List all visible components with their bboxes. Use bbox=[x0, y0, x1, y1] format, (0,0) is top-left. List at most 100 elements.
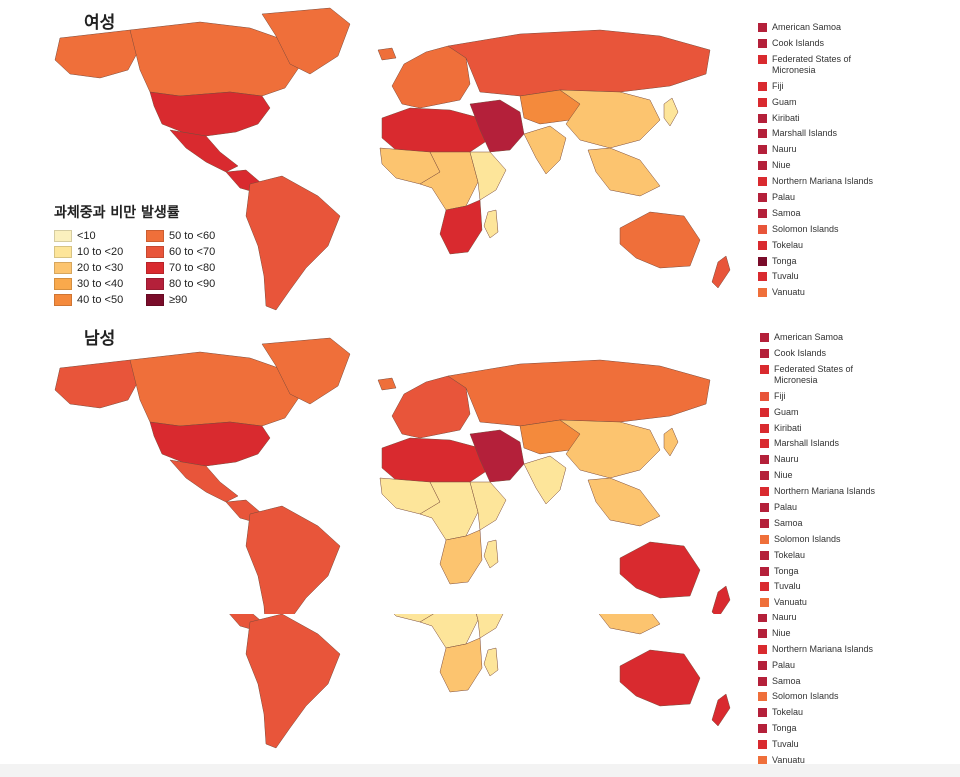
island-item: Vanuatu bbox=[760, 597, 875, 613]
region-north-america bbox=[129, 21, 301, 97]
island-name: American Samoa bbox=[774, 332, 844, 342]
legend-item: 80 to <90 bbox=[146, 276, 238, 292]
island-name: Vanuatu bbox=[772, 287, 805, 298]
region-alaska bbox=[54, 29, 141, 79]
island-item: Samoa bbox=[758, 208, 873, 224]
island-item: Tonga bbox=[758, 723, 873, 739]
island-item: Cook Islands bbox=[758, 38, 873, 54]
island-item: Northern Mariana Islands bbox=[758, 176, 873, 192]
island-item: Northern Mariana Islands bbox=[758, 644, 873, 660]
legend-item: 50 to <60 bbox=[146, 228, 238, 244]
island-name: Tokelau bbox=[772, 239, 804, 250]
legend-swatch bbox=[54, 246, 72, 258]
map-panel-women: 여성 American Samoa Cook Islands Federated S… bbox=[0, 0, 960, 318]
legend-swatch bbox=[54, 230, 72, 242]
region-australia bbox=[619, 649, 701, 707]
island-item: Palau bbox=[758, 660, 873, 676]
legend-grid: <10 10 to <20 20 to <30 30 to <40 40 to <50 5… bbox=[54, 228, 238, 308]
region-alaska bbox=[54, 359, 141, 409]
island-item: Palau bbox=[758, 192, 873, 208]
legend-label: 10 to <20 bbox=[77, 246, 124, 258]
island-swatch bbox=[758, 38, 767, 48]
legend-item: 10 to <20 bbox=[54, 244, 146, 260]
legend-swatch bbox=[54, 278, 72, 290]
island-name: American Samoa bbox=[772, 22, 842, 32]
island-name: Niue bbox=[774, 470, 793, 481]
legend-item: 30 to <40 bbox=[54, 276, 146, 292]
legend-item: 60 to <70 bbox=[146, 244, 238, 260]
legend-item: ≥90 bbox=[146, 292, 238, 308]
island-name: Nauru bbox=[772, 614, 797, 622]
region-usa bbox=[149, 421, 271, 467]
island-item: Northern Mariana Islands bbox=[760, 486, 875, 502]
island-name: Tuvalu bbox=[774, 581, 801, 592]
legend-label: 80 to <90 bbox=[169, 278, 216, 290]
island-swatch bbox=[760, 439, 769, 449]
island-swatch bbox=[758, 708, 767, 718]
island-item: Guam bbox=[758, 97, 873, 113]
island-item: Tokelau bbox=[758, 707, 873, 723]
region-russia bbox=[447, 29, 711, 97]
island-swatch bbox=[758, 692, 767, 702]
legend-label: ≥90 bbox=[169, 294, 188, 306]
island-item: Cook Islands bbox=[760, 348, 875, 364]
island-swatch bbox=[758, 614, 767, 622]
island-name: Palau bbox=[774, 502, 798, 513]
islands-list-fragment: Nauru Niue Northern Mariana Islands Palau Sa… bbox=[758, 614, 873, 764]
region-se-asia bbox=[587, 147, 661, 197]
island-name: Samoa bbox=[772, 675, 801, 686]
island-swatch bbox=[760, 487, 769, 497]
island-name: Kiribati bbox=[772, 112, 800, 123]
island-swatch bbox=[758, 628, 767, 638]
region-europe bbox=[391, 45, 471, 109]
map-panel-fragment: Nauru Niue Northern Mariana Islands Palau Sa… bbox=[0, 614, 960, 764]
island-item: Kiribati bbox=[760, 423, 875, 439]
island-item: Marshall Islands bbox=[758, 128, 873, 144]
region-japan bbox=[663, 427, 679, 457]
island-swatch bbox=[760, 598, 769, 608]
legend-label: 50 to <60 bbox=[169, 230, 216, 242]
island-swatch bbox=[758, 288, 767, 298]
region-north-africa bbox=[381, 107, 489, 153]
island-name: Palau bbox=[772, 659, 796, 670]
island-swatch bbox=[758, 129, 767, 139]
island-swatch bbox=[758, 54, 767, 64]
island-swatch bbox=[760, 471, 769, 481]
world-map-women bbox=[54, 7, 731, 311]
legend-swatch bbox=[146, 294, 164, 306]
island-swatch bbox=[758, 272, 767, 282]
island-item: Samoa bbox=[758, 676, 873, 692]
region-southern-africa bbox=[439, 529, 483, 585]
island-name: Kiribati bbox=[774, 422, 802, 433]
island-name: Solomon Islands bbox=[774, 533, 841, 544]
island-name: Tuvalu bbox=[772, 739, 799, 750]
island-item: Tuvalu bbox=[760, 581, 875, 597]
island-item: Tuvalu bbox=[758, 271, 873, 287]
legend-label: 20 to <30 bbox=[77, 262, 124, 274]
island-swatch bbox=[760, 518, 769, 528]
region-north-africa bbox=[381, 437, 489, 483]
island-name: Cook Islands bbox=[772, 37, 825, 48]
legend-swatch bbox=[146, 278, 164, 290]
world-map-men bbox=[54, 337, 731, 614]
island-swatch bbox=[758, 97, 767, 107]
island-name: Cook Islands bbox=[774, 347, 827, 358]
island-item: Guam bbox=[760, 407, 875, 423]
island-item: Niue bbox=[758, 628, 873, 644]
world-map-fragment bbox=[229, 614, 731, 749]
region-greenland bbox=[261, 7, 351, 75]
region-southern-africa bbox=[439, 199, 483, 255]
island-swatch bbox=[758, 161, 767, 171]
island-name: Marshall Islands bbox=[772, 128, 838, 139]
region-south-asia bbox=[523, 125, 567, 175]
island-name: Guam bbox=[772, 96, 797, 107]
island-item: Niue bbox=[758, 160, 873, 176]
island-swatch bbox=[758, 113, 767, 123]
region-china bbox=[559, 419, 661, 479]
island-name: Guam bbox=[774, 406, 799, 417]
island-name: Tuvalu bbox=[772, 271, 799, 282]
island-swatch bbox=[760, 364, 769, 374]
island-item: Nauru bbox=[758, 614, 873, 628]
legend-swatch bbox=[146, 230, 164, 242]
islands-list-men: American Samoa Cook Islands Federated Stat… bbox=[760, 332, 875, 613]
